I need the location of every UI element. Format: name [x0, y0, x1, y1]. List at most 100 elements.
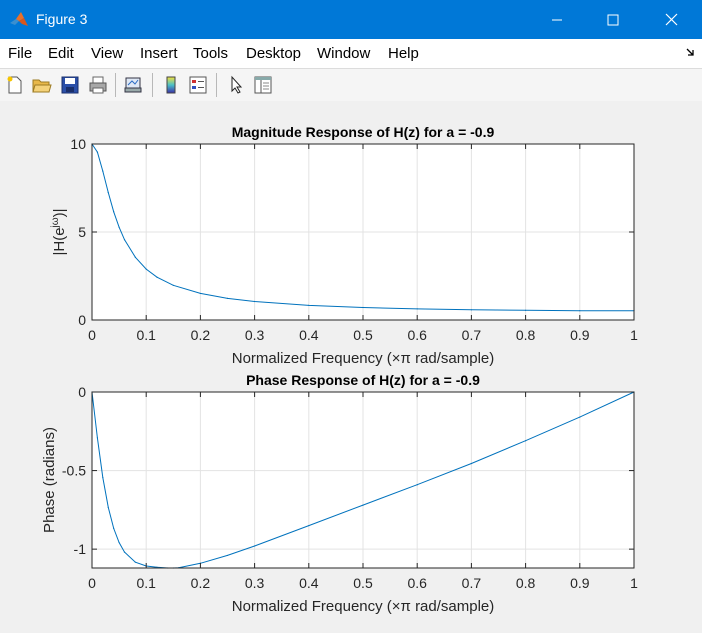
x-tick-label: 0.2: [191, 327, 211, 343]
x-tick-label: 0: [88, 575, 96, 591]
x-grid: [145, 392, 581, 568]
data-point: [254, 300, 256, 303]
x-tick-label: 0.6: [407, 327, 427, 343]
minimize-icon: [552, 19, 562, 20]
data-point: [113, 527, 115, 529]
x-tick-label: 0.1: [136, 327, 156, 343]
data-point: [254, 545, 256, 547]
data-point: [123, 239, 126, 241]
data-point: [579, 416, 581, 418]
window-title: Figure 3: [36, 11, 88, 27]
x-tick-label: 0.6: [407, 575, 427, 591]
x-tick-label: 0.4: [299, 327, 319, 343]
x-tick-label: 1: [630, 327, 638, 343]
data-point: [525, 440, 527, 442]
menu-tools[interactable]: Tools: [193, 45, 229, 62]
data-point: [308, 304, 310, 306]
menu-bar: File Edit View Insert Tools Desktop Wind…: [0, 39, 702, 68]
data-point: [362, 504, 364, 506]
data-point: [107, 191, 109, 194]
data-point: [579, 310, 581, 312]
x-tick-label: 0.2: [191, 575, 211, 591]
toolbar: [0, 68, 702, 102]
y-tick-label: 10: [70, 136, 86, 152]
y-tick-label: 0: [78, 312, 86, 328]
minimize-button[interactable]: [528, 0, 586, 39]
x-tick-label: 0.9: [570, 327, 590, 343]
menu-desktop[interactable]: Desktop: [246, 45, 302, 62]
data-point: [123, 551, 126, 553]
x-tick-label: 0.3: [245, 327, 265, 343]
data-point: [416, 308, 418, 310]
x-tick-label: 0.8: [516, 575, 536, 591]
save-icon: [61, 76, 79, 94]
data-point: [96, 151, 99, 153]
property-inspector-button[interactable]: [252, 74, 274, 96]
chart-title: Phase Response of H(z) for a = -0.9: [246, 372, 480, 388]
data-point: [156, 276, 158, 278]
x-tick-label: 0.9: [570, 575, 590, 591]
y-axis-label-sup: jω: [50, 217, 61, 228]
link-plot-button[interactable]: [122, 74, 144, 96]
x-tick-label: 1: [630, 575, 638, 591]
menu-edit[interactable]: Edit: [48, 45, 74, 62]
data-point: [308, 524, 310, 527]
y-tick-label: 5: [78, 224, 86, 240]
new-figure-icon: [7, 76, 22, 94]
x-axis-label: Normalized Frequency (×π rad/sample): [232, 350, 495, 367]
data-point: [416, 484, 418, 486]
y-tick-label: -1: [74, 541, 87, 557]
x-axis-label: Normalized Frequency (×π rad/sample): [232, 598, 495, 615]
dock-arrow-icon[interactable]: [686, 47, 696, 57]
legend-button[interactable]: [187, 74, 209, 96]
close-icon: [665, 13, 677, 26]
data-point: [118, 541, 120, 544]
colorbar-button[interactable]: [160, 74, 182, 96]
y-ticks: 0 -0.5 -1: [62, 384, 634, 557]
chart-title: Magnitude Response of H(z) for a = -0.9: [232, 124, 495, 140]
x-tick-label: 0.5: [353, 327, 373, 343]
menu-file[interactable]: File: [8, 45, 33, 62]
x-tick-label: 0.4: [299, 575, 319, 591]
axes-2: 0 0.1 0.2 0.3 0.4 0.5 0.6 0.7 0.8 0.9 1 0 -0.5 -1 Phas…: [41, 372, 638, 615]
x-tick-label: 0.7: [462, 575, 482, 591]
figure-canvas: 0 0.1 0.2 0.3 0.4 0.5 0.6 0.7 0.8 0.9 10510Magnitu…: [41, 124, 638, 615]
y-axis-label: Phase (radians): [41, 427, 58, 533]
menu-view[interactable]: View: [91, 45, 124, 62]
legend-icon: [189, 76, 207, 94]
open-file-icon: [32, 79, 52, 93]
y-tick-label: -0.5: [62, 463, 86, 479]
maximize-button[interactable]: [584, 0, 642, 39]
property-inspector-icon: [254, 76, 272, 94]
menu-window[interactable]: Window: [317, 45, 371, 62]
data-point: [102, 476, 104, 479]
y-axis-label-main: |H(e: [51, 227, 68, 255]
menu-help[interactable]: Help: [388, 45, 419, 62]
x-tick-label: 0.1: [136, 575, 156, 591]
toolbar-separator: [216, 73, 217, 97]
x-ticks: 0 0.1 0.2 0.3 0.4 0.5 0.6 0.7 0.8 0.9 1: [88, 144, 638, 343]
data-point: [470, 309, 472, 311]
new-figure-button[interactable]: [4, 74, 26, 96]
data-point: [134, 561, 136, 563]
print-icon: [89, 76, 107, 94]
data-point: [226, 554, 229, 557]
save-button[interactable]: [59, 74, 81, 96]
pointer-icon: [231, 75, 243, 94]
print-button[interactable]: [87, 74, 109, 96]
data-point: [145, 268, 147, 270]
title-bar[interactable]: Figure 3: [0, 0, 702, 39]
x-tick-label: 0.3: [245, 575, 265, 591]
data-point: [107, 506, 109, 509]
x-tick-label: 0.7: [462, 327, 482, 343]
y-axis-label: |H(ejω)|: [50, 208, 68, 255]
toolbar-separator: [115, 73, 116, 97]
open-file-button[interactable]: [31, 74, 53, 96]
data-point: [525, 309, 527, 311]
data-point: [134, 256, 136, 258]
data-point: [362, 306, 364, 309]
y-ticks: 0 5 10: [70, 136, 634, 328]
close-button[interactable]: [642, 0, 700, 39]
edit-plot-button[interactable]: [225, 74, 247, 96]
menu-insert[interactable]: Insert: [140, 45, 178, 62]
